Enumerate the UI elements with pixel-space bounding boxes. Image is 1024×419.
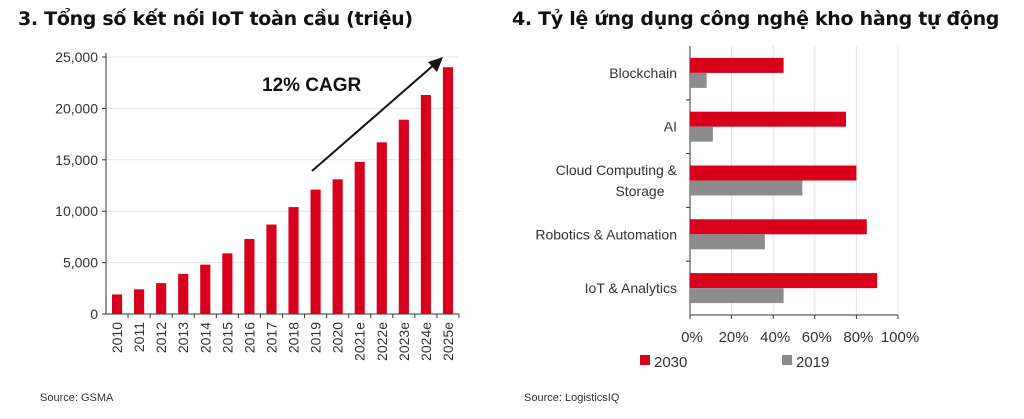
bar-2011 bbox=[134, 289, 145, 314]
bar-2030-1 bbox=[690, 111, 846, 127]
bar-2017 bbox=[266, 224, 277, 314]
bar-2019-3 bbox=[690, 234, 765, 250]
legend-swatch-2030 bbox=[640, 355, 650, 365]
bar-2019-0 bbox=[690, 72, 707, 88]
legend-swatch-2019 bbox=[782, 355, 792, 365]
bar-2019 bbox=[310, 189, 321, 314]
x-tick-label: 2021e bbox=[352, 322, 368, 361]
x-tick-label: 2022e bbox=[374, 322, 390, 361]
bar-2015 bbox=[222, 253, 233, 314]
bar-2013 bbox=[178, 273, 189, 314]
bar-2010 bbox=[111, 294, 123, 314]
bar-2019-4 bbox=[690, 288, 784, 304]
y-category-label: Robotics & Automation bbox=[535, 226, 677, 242]
y-category-label: Storage bbox=[615, 183, 664, 199]
bar-2018 bbox=[288, 207, 299, 314]
y-tick-label: 0 bbox=[90, 306, 98, 322]
x-tick-label: 2020 bbox=[330, 322, 346, 353]
bar-2025e bbox=[442, 67, 454, 314]
chart1-title: 3. Tổng số kết nối IoT toàn cầu (triệu) bbox=[18, 8, 413, 30]
y-category-label: IoT & Analytics bbox=[585, 280, 677, 296]
bar-2016 bbox=[244, 238, 255, 314]
bar-2019-2 bbox=[690, 180, 803, 196]
x-tick-label: 2012 bbox=[153, 322, 169, 353]
y-category-label: AI bbox=[664, 119, 677, 135]
chart1-source: Source: GSMA bbox=[40, 392, 114, 404]
bar-2030-4 bbox=[690, 273, 878, 289]
x-tick-label: 2023e bbox=[396, 322, 412, 361]
bar-2012 bbox=[156, 283, 167, 314]
chart2-source: Source: LogisticsIQ bbox=[524, 392, 620, 404]
y-category-label: Blockchain bbox=[609, 65, 677, 81]
chart2-title: 4. Tỷ lệ ứng dụng công nghệ kho hàng tự … bbox=[512, 8, 1000, 30]
bar-2014 bbox=[200, 264, 211, 314]
y-tick-label: 25,000 bbox=[55, 49, 98, 65]
x-tick-label: 2016 bbox=[241, 322, 257, 353]
bar-2024e bbox=[420, 95, 431, 314]
x-tick-label: 2014 bbox=[197, 322, 213, 353]
y-tick-label: 15,000 bbox=[55, 152, 98, 168]
x-tick-label: 2018 bbox=[286, 322, 302, 353]
x-tick-label: 2013 bbox=[175, 322, 191, 353]
bar-2023e bbox=[398, 119, 409, 314]
legend-label-2030: 2030 bbox=[654, 354, 687, 371]
x-tick-label: 2011 bbox=[131, 322, 147, 352]
legend-label-2019: 2019 bbox=[796, 354, 829, 371]
bar-2019-1 bbox=[690, 126, 713, 142]
cagr-arrowhead bbox=[428, 57, 443, 72]
bar-2030-3 bbox=[690, 219, 867, 235]
x-tick-label: 2017 bbox=[263, 322, 279, 353]
x-tick-label: 20% bbox=[719, 329, 749, 346]
x-tick-label: 2024e bbox=[418, 322, 434, 361]
x-tick-label: 2019 bbox=[308, 322, 324, 353]
x-tick-label: 80% bbox=[843, 329, 873, 346]
cagr-arrow bbox=[311, 62, 437, 172]
bar-2020 bbox=[332, 179, 343, 314]
y-tick-label: 10,000 bbox=[55, 203, 98, 219]
x-tick-label: 100% bbox=[881, 329, 919, 346]
x-tick-label: 40% bbox=[760, 329, 790, 346]
y-category-label: Cloud Computing & bbox=[556, 162, 678, 178]
y-tick-label: 5,000 bbox=[63, 255, 98, 271]
x-tick-label: 60% bbox=[802, 329, 832, 346]
bar-2021e bbox=[354, 161, 365, 314]
bar-2030-2 bbox=[690, 165, 857, 181]
bar-2030-0 bbox=[690, 57, 784, 73]
x-tick-label: 2025e bbox=[440, 322, 456, 361]
x-tick-label: 0% bbox=[681, 329, 703, 346]
y-tick-label: 20,000 bbox=[55, 100, 98, 116]
bar-2022e bbox=[376, 142, 387, 314]
x-tick-label: 2015 bbox=[219, 322, 235, 353]
cagr-annotation: 12% CAGR bbox=[262, 75, 362, 96]
x-tick-label: 2010 bbox=[109, 322, 125, 353]
